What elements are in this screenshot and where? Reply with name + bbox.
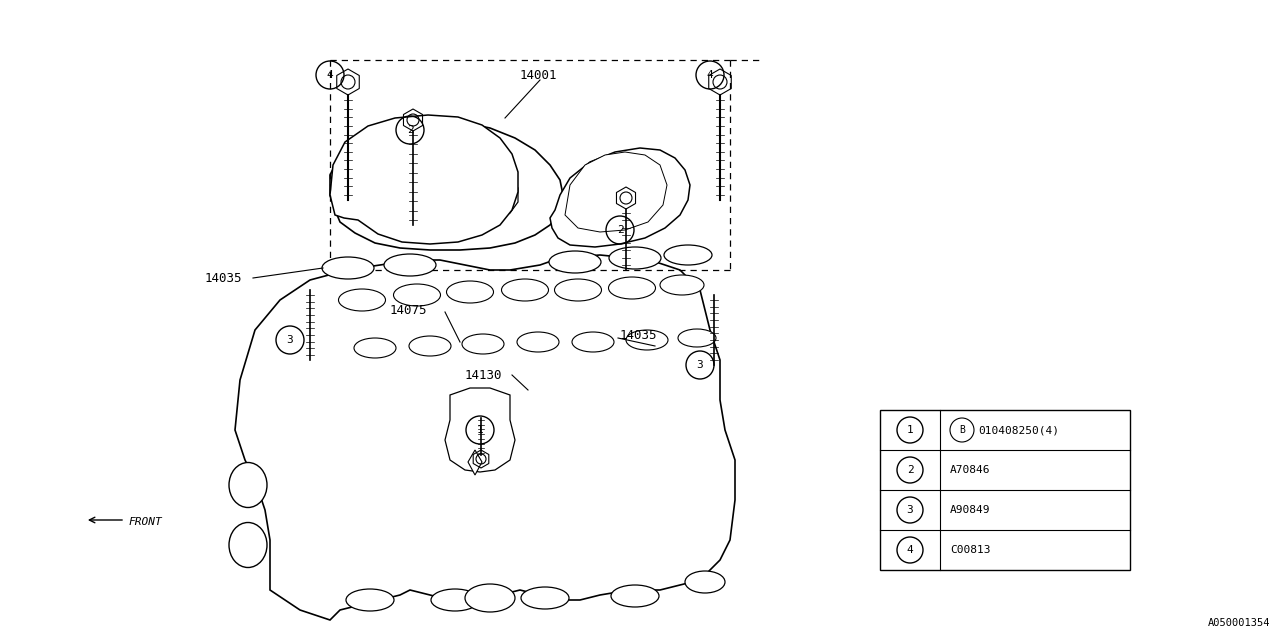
Ellipse shape: [608, 277, 655, 299]
Ellipse shape: [229, 522, 268, 568]
Text: 14130: 14130: [465, 369, 503, 381]
Polygon shape: [550, 148, 690, 247]
Ellipse shape: [685, 571, 724, 593]
Text: 4: 4: [906, 545, 914, 555]
Text: 14035: 14035: [620, 328, 658, 342]
Polygon shape: [445, 388, 515, 472]
Text: 2: 2: [617, 225, 623, 235]
Text: 1: 1: [476, 425, 484, 435]
Ellipse shape: [521, 587, 570, 609]
Ellipse shape: [660, 275, 704, 295]
Text: A050001354: A050001354: [1207, 618, 1270, 628]
Text: 2: 2: [407, 125, 413, 135]
Polygon shape: [330, 115, 518, 244]
Text: 3: 3: [696, 360, 704, 370]
Ellipse shape: [431, 589, 479, 611]
Ellipse shape: [346, 589, 394, 611]
Ellipse shape: [447, 281, 494, 303]
Text: 1: 1: [906, 425, 914, 435]
Text: A70846: A70846: [950, 465, 991, 475]
Polygon shape: [468, 450, 483, 475]
Ellipse shape: [465, 584, 515, 612]
Ellipse shape: [384, 254, 436, 276]
Ellipse shape: [626, 330, 668, 350]
Text: 14035: 14035: [205, 271, 242, 285]
Ellipse shape: [355, 338, 396, 358]
Ellipse shape: [554, 279, 602, 301]
Text: FRONT: FRONT: [128, 517, 161, 527]
Ellipse shape: [462, 334, 504, 354]
Bar: [881, 410, 1130, 570]
Polygon shape: [236, 255, 735, 620]
Polygon shape: [564, 152, 667, 232]
Ellipse shape: [609, 247, 660, 269]
Ellipse shape: [572, 332, 614, 352]
Ellipse shape: [338, 289, 385, 311]
Text: 2: 2: [906, 465, 914, 475]
Text: 14075: 14075: [390, 303, 428, 317]
Ellipse shape: [393, 284, 440, 306]
Polygon shape: [330, 120, 563, 250]
Polygon shape: [358, 155, 518, 230]
Text: 14001: 14001: [520, 68, 558, 81]
Text: 010408250(4): 010408250(4): [978, 425, 1059, 435]
Text: 3: 3: [287, 335, 293, 345]
Text: 4: 4: [707, 70, 713, 80]
Ellipse shape: [678, 329, 716, 347]
Text: 3: 3: [906, 505, 914, 515]
Text: C00813: C00813: [950, 545, 991, 555]
Ellipse shape: [517, 332, 559, 352]
Ellipse shape: [611, 585, 659, 607]
Text: B: B: [959, 425, 965, 435]
Ellipse shape: [549, 251, 602, 273]
Ellipse shape: [410, 336, 451, 356]
Ellipse shape: [229, 463, 268, 508]
Text: A90849: A90849: [950, 505, 991, 515]
Ellipse shape: [664, 245, 712, 265]
Ellipse shape: [502, 279, 549, 301]
Text: 4: 4: [326, 70, 333, 80]
Ellipse shape: [323, 257, 374, 279]
